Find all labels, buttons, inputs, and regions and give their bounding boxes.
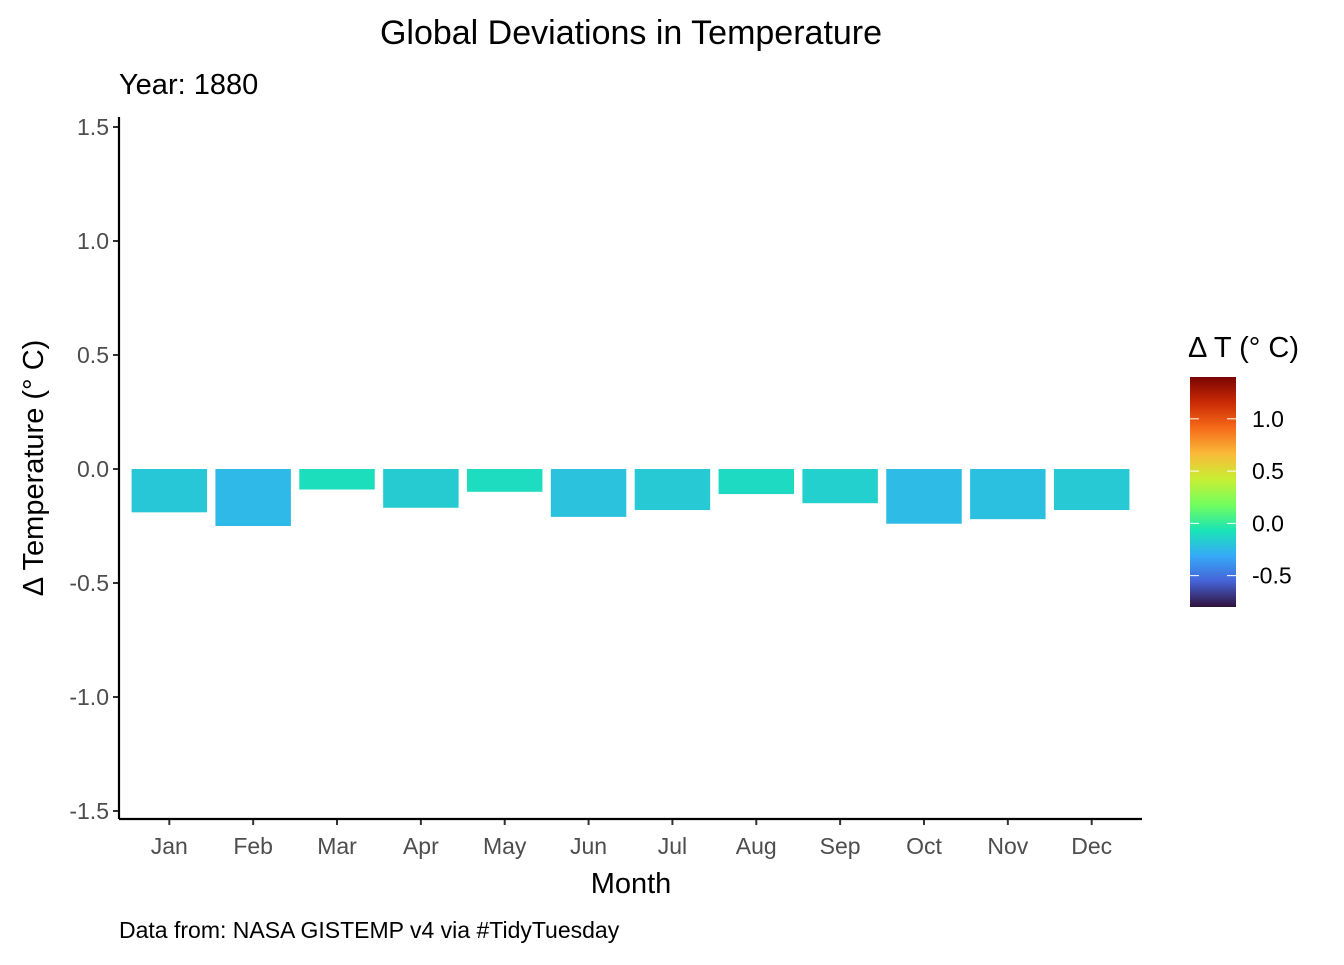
x-tick-label: Feb: [233, 833, 273, 859]
y-tick-label: -1.0: [69, 684, 109, 710]
x-tick-label: Dec: [1071, 833, 1112, 859]
legend: Δ T (° C) -0.5 0.0 0.5 1.0: [1188, 332, 1299, 607]
bar-sep: [802, 469, 878, 504]
bars: [131, 469, 1130, 526]
bar-jul: [634, 469, 711, 511]
chart-subtitle: Year: 1880: [119, 69, 258, 101]
bar-jun: [550, 469, 627, 517]
x-tick-label: Apr: [403, 833, 439, 859]
x-axis-ticks: Jan Feb Mar Apr May Jun Jul Aug Sep Oct Nov Dec: [151, 819, 1112, 859]
bar-oct: [886, 469, 962, 524]
chart-caption: Data from: NASA GISTEMP v4 via #TidyTues…: [119, 917, 620, 943]
x-tick-label: Jan: [151, 833, 188, 859]
chart-title: Global Deviations in Temperature: [380, 14, 882, 52]
legend-ticks: -0.5 0.0 0.5 1.0: [1190, 406, 1292, 589]
legend-tick-label: 0.5: [1252, 458, 1284, 484]
bar-apr: [383, 469, 459, 508]
y-axis-ticks: -1.5 -1.0 -0.5 0.0 0.5 1.0 1.5: [69, 114, 119, 824]
y-tick-label: 1.0: [77, 228, 109, 254]
bar-feb: [215, 469, 291, 526]
x-tick-label: May: [483, 833, 527, 859]
legend-tick-label: 0.0: [1252, 510, 1284, 536]
x-tick-label: Oct: [906, 833, 942, 859]
legend-tick-label: 1.0: [1252, 406, 1284, 432]
x-tick-label: Sep: [820, 833, 861, 859]
bar-jan: [131, 469, 208, 513]
x-tick-label: Mar: [317, 833, 357, 859]
x-tick-label: Nov: [987, 833, 1028, 859]
x-tick-label: Aug: [736, 833, 777, 859]
y-tick-label: 0.5: [77, 342, 109, 368]
legend-tick-label: -0.5: [1252, 563, 1292, 589]
x-tick-label: Jun: [570, 833, 607, 859]
y-axis-title: Δ Temperature (° C): [18, 340, 50, 597]
legend-title: Δ T (° C): [1188, 332, 1299, 364]
x-tick-label: Jul: [658, 833, 687, 859]
y-tick-label: 1.5: [77, 114, 109, 140]
y-tick-label: -0.5: [69, 570, 109, 596]
bar-aug: [718, 469, 795, 495]
bar-mar: [299, 469, 375, 490]
bar-nov: [970, 469, 1046, 520]
bar-dec: [1053, 469, 1130, 511]
y-tick-label: 0.0: [77, 456, 109, 482]
x-axis-title: Month: [591, 868, 672, 900]
bar-may: [466, 469, 543, 492]
legend-colorbar: [1190, 377, 1236, 607]
y-tick-label: -1.5: [69, 798, 109, 824]
